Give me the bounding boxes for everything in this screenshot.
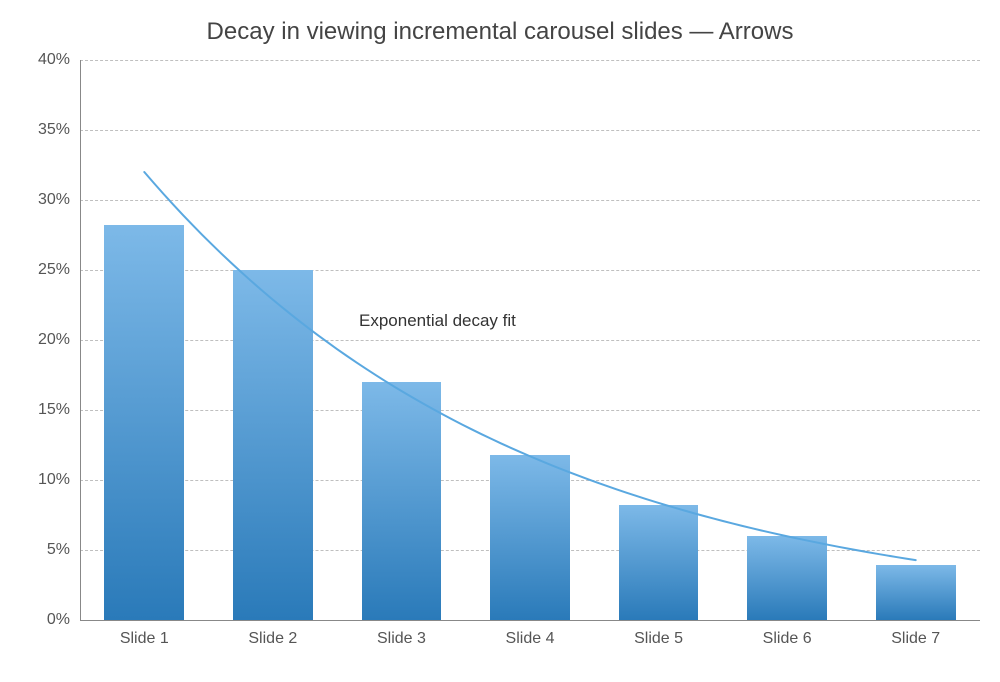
y-axis-line <box>80 60 81 620</box>
bar <box>876 565 956 620</box>
x-axis-tick-label: Slide 7 <box>891 620 940 648</box>
grid-line <box>80 340 980 341</box>
y-axis-tick-label: 40% <box>38 51 80 69</box>
grid-line <box>80 410 980 411</box>
y-axis-tick-label: 15% <box>38 401 80 419</box>
x-axis-tick-label: Slide 1 <box>120 620 169 648</box>
bar <box>362 382 442 620</box>
trend-curve-label: Exponential decay fit <box>359 311 516 331</box>
plot-area: 0%5%10%15%20%25%30%35%40%Slide 1Slide 2S… <box>80 60 980 620</box>
bar <box>747 536 827 620</box>
bar <box>104 225 184 620</box>
grid-line <box>80 270 980 271</box>
y-axis-tick-label: 10% <box>38 471 80 489</box>
bar <box>233 270 313 620</box>
bar <box>619 505 699 620</box>
x-axis-tick-label: Slide 5 <box>634 620 683 648</box>
y-axis-tick-label: 25% <box>38 261 80 279</box>
bar <box>490 455 570 620</box>
y-axis-tick-label: 5% <box>47 541 80 559</box>
grid-line <box>80 60 980 61</box>
y-axis-tick-label: 35% <box>38 121 80 139</box>
x-axis-tick-label: Slide 4 <box>506 620 555 648</box>
x-axis-tick-label: Slide 3 <box>377 620 426 648</box>
y-axis-tick-label: 20% <box>38 331 80 349</box>
grid-line <box>80 130 980 131</box>
y-axis-tick-label: 30% <box>38 191 80 209</box>
chart-title: Decay in viewing incremental carousel sl… <box>0 18 1000 46</box>
x-axis-tick-label: Slide 2 <box>248 620 297 648</box>
chart-container: Decay in viewing incremental carousel sl… <box>0 0 1000 682</box>
grid-line <box>80 200 980 201</box>
y-axis-tick-label: 0% <box>47 611 80 629</box>
x-axis-tick-label: Slide 6 <box>763 620 812 648</box>
